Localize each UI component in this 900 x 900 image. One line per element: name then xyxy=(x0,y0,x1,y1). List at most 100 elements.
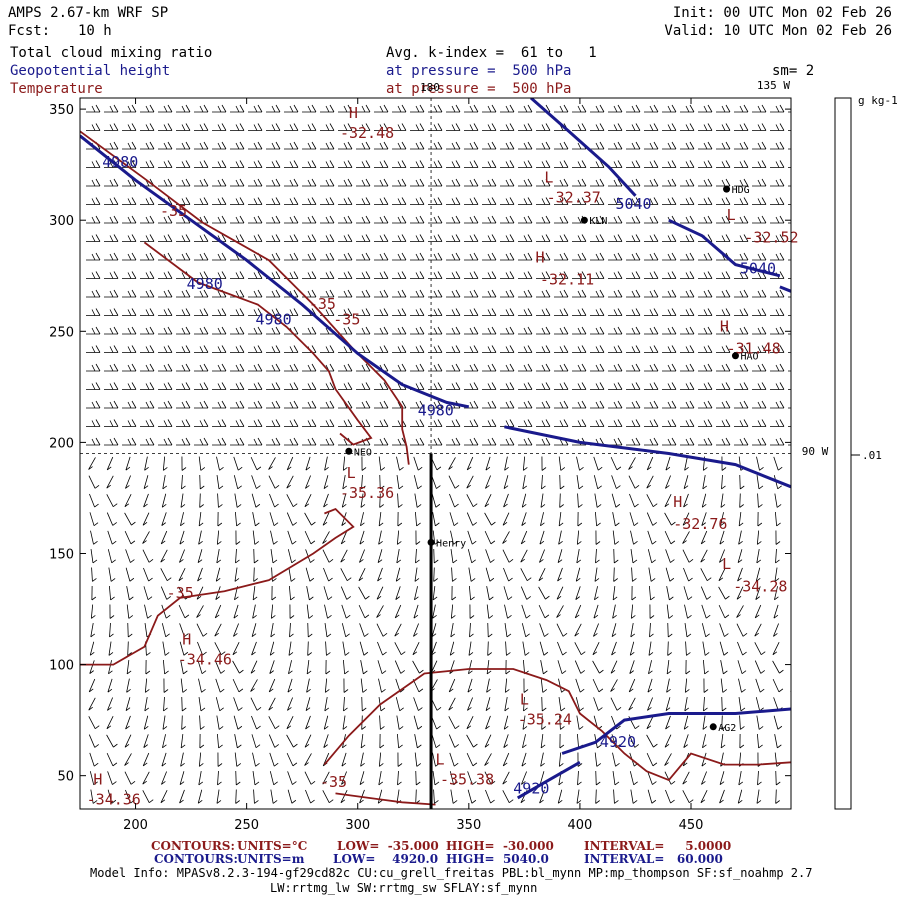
wind-barb xyxy=(320,197,335,205)
wind-barb xyxy=(230,141,245,150)
wind-barb xyxy=(428,271,443,279)
wind-barb xyxy=(518,289,533,298)
wind-barb xyxy=(593,623,599,637)
wind-barb xyxy=(392,141,407,150)
wind-barb xyxy=(718,586,730,600)
wind-barb xyxy=(342,659,349,675)
wind-barb xyxy=(431,475,441,489)
wind-barb xyxy=(252,752,260,767)
wind-barb xyxy=(270,549,278,564)
wind-barb xyxy=(410,197,425,205)
wind-barb xyxy=(198,456,206,471)
wind-barb xyxy=(662,289,677,298)
wind-barb xyxy=(428,363,443,372)
wind-barb xyxy=(88,678,96,693)
wind-barb xyxy=(356,104,371,113)
wind-barb xyxy=(284,437,299,446)
wind-barb xyxy=(125,789,135,804)
wind-barb xyxy=(485,456,491,471)
field3-name: Temperature xyxy=(10,81,103,97)
wind-barb xyxy=(396,733,403,749)
wind-barb xyxy=(788,407,791,409)
wind-barb xyxy=(284,345,299,353)
wind-barb xyxy=(788,444,791,446)
wind-barb xyxy=(176,437,191,446)
wind-barb xyxy=(287,678,293,693)
wind-barb xyxy=(485,715,491,730)
wind-barb xyxy=(104,178,119,187)
wind-barb xyxy=(302,382,317,390)
wind-barb xyxy=(612,530,620,545)
wind-barb xyxy=(680,363,695,372)
wind-barb xyxy=(613,548,619,564)
wind-barb xyxy=(395,586,401,600)
wind-barb xyxy=(196,605,204,618)
wind-barb xyxy=(772,678,784,693)
wind-barb xyxy=(644,419,659,427)
wind-barb xyxy=(251,475,261,489)
wind-barb xyxy=(500,289,515,298)
wind-barb xyxy=(485,697,491,712)
wind-barb xyxy=(124,753,132,766)
wind-barb xyxy=(502,512,510,526)
wind-barb xyxy=(590,197,605,205)
wind-barb xyxy=(304,494,312,508)
station-marker xyxy=(580,216,588,224)
wind-barb xyxy=(216,733,223,749)
wind-barb xyxy=(142,752,150,767)
wind-barb xyxy=(248,104,263,113)
wind-barb xyxy=(770,345,785,353)
wind-barb xyxy=(554,363,569,372)
wind-barb xyxy=(341,623,350,638)
wind-barb xyxy=(230,345,245,353)
wind-barb xyxy=(212,345,227,353)
wind-barb xyxy=(775,548,780,564)
valid-time: Valid: 10 UTC Mon 02 Feb 26 xyxy=(664,23,892,39)
wind-barb xyxy=(518,215,533,224)
wind-barb xyxy=(646,734,658,748)
wind-barb xyxy=(518,345,533,353)
wind-barb xyxy=(338,215,353,224)
wind-barb xyxy=(683,475,689,490)
wind-barb xyxy=(338,252,353,261)
wind-barb xyxy=(432,752,440,767)
wind-barb xyxy=(266,400,281,409)
temperature-label: -34.28 xyxy=(733,577,787,595)
wind-barb xyxy=(572,400,587,409)
wind-barb xyxy=(662,326,677,335)
wind-barb xyxy=(700,586,711,600)
wind-barb xyxy=(665,549,675,563)
wind-barb xyxy=(428,437,443,446)
wind-barb xyxy=(500,252,515,261)
wind-barb xyxy=(270,623,276,638)
wind-barb xyxy=(500,178,515,187)
wind-barb xyxy=(702,734,707,749)
wind-barb xyxy=(359,771,365,786)
wind-barb xyxy=(500,363,515,372)
wind-barb xyxy=(252,771,260,786)
wind-barb xyxy=(142,549,154,563)
wind-barb xyxy=(287,530,297,545)
wind-barb xyxy=(158,400,173,409)
wind-barb xyxy=(756,475,764,490)
wind-barb xyxy=(446,141,461,150)
wind-barb xyxy=(234,511,241,527)
wind-barb xyxy=(680,104,695,113)
wind-barb xyxy=(644,437,659,446)
wind-barb xyxy=(446,326,461,335)
temperature-label: -35 xyxy=(167,584,194,602)
wind-barb xyxy=(392,400,407,409)
wind-barb xyxy=(788,130,791,131)
wind-barb xyxy=(450,604,456,619)
wind-barb xyxy=(698,141,713,150)
wind-barb xyxy=(194,308,209,316)
wind-barb xyxy=(464,382,479,390)
wind-barb xyxy=(194,271,209,279)
wind-barb xyxy=(644,289,659,298)
wind-barb xyxy=(446,215,461,224)
temperature-label: H xyxy=(535,248,544,266)
wind-barb xyxy=(266,123,281,131)
wind-barb xyxy=(414,511,421,527)
wind-barb xyxy=(430,456,442,471)
wind-barb xyxy=(216,456,224,471)
